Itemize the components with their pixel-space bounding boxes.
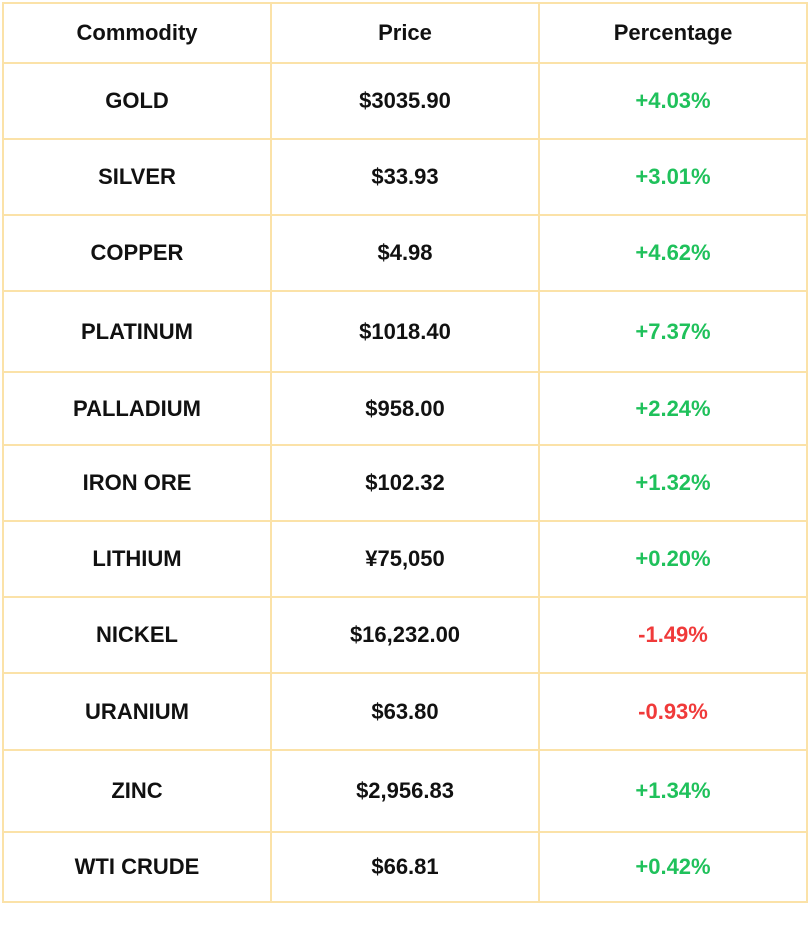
table-row: PALLADIUM $958.00 +2.24% xyxy=(2,371,808,446)
commodity-cell: SILVER xyxy=(2,138,272,216)
percentage-cell: +0.20% xyxy=(538,520,808,598)
commodity-cell: PLATINUM xyxy=(2,290,272,373)
price-cell: $3035.90 xyxy=(270,62,540,140)
table-row: ZINC $2,956.83 +1.34% xyxy=(2,749,808,833)
column-header-price: Price xyxy=(270,2,540,64)
column-header-percentage: Percentage xyxy=(538,2,808,64)
price-cell: $63.80 xyxy=(270,672,540,751)
commodity-cell: WTI CRUDE xyxy=(2,831,272,903)
table-header-row: Commodity Price Percentage xyxy=(2,2,808,64)
commodity-price-table-container: Commodity Price Percentage GOLD $3035.90… xyxy=(2,2,808,903)
price-cell: $33.93 xyxy=(270,138,540,216)
commodity-cell: GOLD xyxy=(2,62,272,140)
price-cell: $1018.40 xyxy=(270,290,540,373)
percentage-cell: +1.32% xyxy=(538,444,808,522)
commodity-cell: COPPER xyxy=(2,214,272,292)
percentage-cell: +0.42% xyxy=(538,831,808,903)
table-row: URANIUM $63.80 -0.93% xyxy=(2,672,808,751)
commodity-price-table: Commodity Price Percentage GOLD $3035.90… xyxy=(2,2,808,903)
commodity-cell: LITHIUM xyxy=(2,520,272,598)
table-row: LITHIUM ¥75,050 +0.20% xyxy=(2,520,808,598)
percentage-cell: +1.34% xyxy=(538,749,808,833)
table-row: IRON ORE $102.32 +1.32% xyxy=(2,444,808,522)
price-cell: $16,232.00 xyxy=(270,596,540,674)
commodity-cell: IRON ORE xyxy=(2,444,272,522)
table-row: WTI CRUDE $66.81 +0.42% xyxy=(2,831,808,903)
commodity-cell: PALLADIUM xyxy=(2,371,272,446)
price-cell: $4.98 xyxy=(270,214,540,292)
commodity-cell: ZINC xyxy=(2,749,272,833)
table-row: SILVER $33.93 +3.01% xyxy=(2,138,808,216)
percentage-cell: -0.93% xyxy=(538,672,808,751)
price-cell: $958.00 xyxy=(270,371,540,446)
percentage-cell: +2.24% xyxy=(538,371,808,446)
price-cell: $2,956.83 xyxy=(270,749,540,833)
price-cell: ¥75,050 xyxy=(270,520,540,598)
percentage-cell: +4.62% xyxy=(538,214,808,292)
table-row: PLATINUM $1018.40 +7.37% xyxy=(2,290,808,373)
commodity-cell: URANIUM xyxy=(2,672,272,751)
table-row: NICKEL $16,232.00 -1.49% xyxy=(2,596,808,674)
column-header-commodity: Commodity xyxy=(2,2,272,64)
commodity-cell: NICKEL xyxy=(2,596,272,674)
percentage-cell: -1.49% xyxy=(538,596,808,674)
table-row: GOLD $3035.90 +4.03% xyxy=(2,62,808,140)
price-cell: $66.81 xyxy=(270,831,540,903)
percentage-cell: +7.37% xyxy=(538,290,808,373)
price-cell: $102.32 xyxy=(270,444,540,522)
percentage-cell: +3.01% xyxy=(538,138,808,216)
table-row: COPPER $4.98 +4.62% xyxy=(2,214,808,292)
percentage-cell: +4.03% xyxy=(538,62,808,140)
